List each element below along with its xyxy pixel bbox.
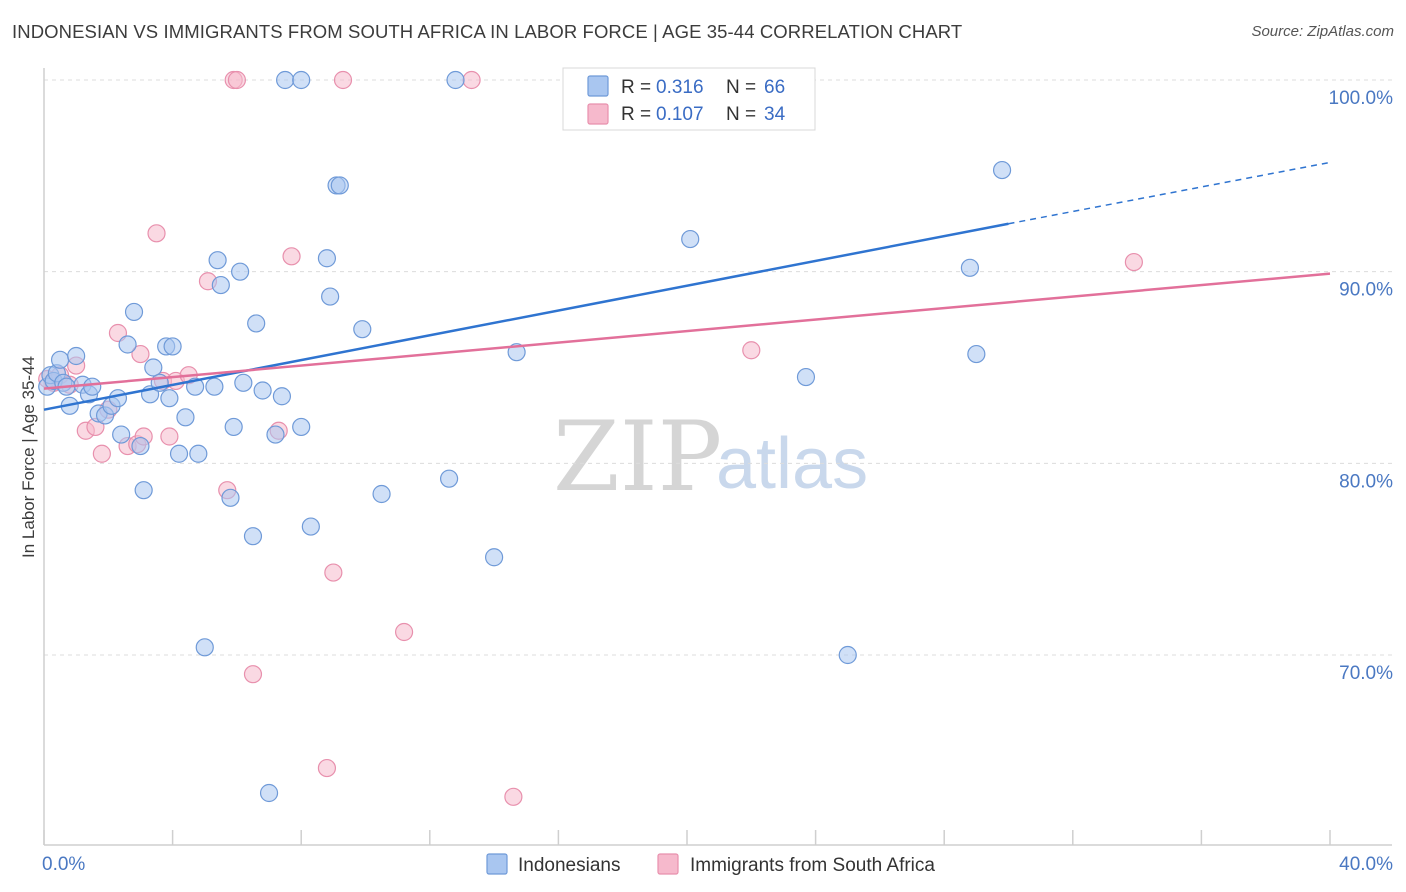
series-legend-swatch-indonesians	[486, 853, 508, 875]
indonesian-point	[372, 484, 391, 504]
series-legend-label-indonesians: Indonesians	[518, 855, 620, 876]
y-tick-labels: 100.0% 90.0% 80.0% 70.0%	[1329, 88, 1394, 684]
legend-n-label-1: N =	[726, 77, 756, 98]
indonesian-point	[992, 160, 1012, 180]
indonesian-point	[160, 389, 179, 408]
y-tick-label: 70.0%	[1339, 663, 1393, 684]
indonesian-point	[353, 320, 372, 339]
south-africa-point	[227, 70, 246, 90]
south-africa-point	[317, 758, 337, 778]
watermark-zip: ZIP	[553, 401, 722, 513]
trend-lines	[43, 161, 1331, 411]
indonesian-point	[266, 425, 285, 444]
indonesian-point	[176, 408, 195, 427]
indonesian-point	[144, 358, 163, 377]
indonesian-point	[485, 548, 504, 567]
indonesian-point	[330, 176, 349, 195]
south-africa-point	[243, 665, 263, 684]
series-legend-swatch-south-africa	[657, 853, 679, 875]
axes	[43, 68, 1392, 846]
indonesian-point	[247, 314, 266, 333]
indonesian-point	[189, 444, 208, 463]
indonesian-point	[134, 481, 153, 500]
indonesian-point	[169, 444, 189, 463]
indonesian-point	[208, 251, 227, 270]
indonesian-point	[118, 335, 137, 354]
south-africa-point	[147, 224, 166, 243]
legend-r-value-1: 0.316	[656, 77, 704, 98]
legend-n-value-2: 34	[764, 104, 786, 125]
stats-legend: R = 0.316 N = 66 R = 0.107 N = 34	[562, 67, 816, 131]
gridlines	[44, 79, 1392, 656]
south-africa-point	[324, 563, 343, 582]
watermark-atlas: atlas	[716, 424, 868, 504]
indonesian-point	[259, 783, 279, 803]
indonesian-point	[292, 70, 311, 90]
x-tick-label: 40.0%	[1339, 854, 1393, 875]
indonesian-point	[446, 70, 465, 90]
indonesian-point	[224, 417, 243, 437]
legend-swatch-blue	[587, 75, 609, 97]
indonesian-point	[838, 645, 857, 665]
south-africa-point	[1124, 252, 1143, 272]
south-africa-point	[394, 622, 414, 642]
indonesian-point	[272, 387, 292, 406]
chart-source: Source: ZipAtlas.com	[1251, 23, 1394, 40]
legend-r-label-1: R =	[621, 77, 651, 98]
legend-n-value-1: 66	[764, 77, 785, 98]
chart-title: INDONESIAN VS IMMIGRANTS FROM SOUTH AFRI…	[12, 21, 963, 42]
south-africa-point	[504, 787, 523, 806]
indonesian-point	[108, 389, 128, 408]
indonesian-point	[234, 373, 253, 392]
indonesian-point	[67, 346, 86, 366]
indonesian-point	[112, 425, 131, 444]
y-tick-label: 90.0%	[1339, 280, 1393, 301]
x-tick-label: 0.0%	[42, 854, 85, 875]
indonesian-point	[231, 262, 250, 281]
south-africa-point	[333, 70, 353, 90]
series-legend: Indonesians Immigrants from South Africa	[486, 853, 935, 876]
south-africa-point	[160, 427, 179, 446]
indonesian-point	[163, 337, 182, 356]
indonesian-point	[211, 275, 230, 295]
legend-r-label-2: R =	[621, 104, 651, 125]
legend-n-label-2: N =	[726, 104, 756, 125]
indonesian-point	[317, 249, 337, 268]
indonesian-point	[195, 638, 214, 657]
south-africa-point	[742, 341, 761, 360]
south-africa-point	[282, 247, 301, 266]
indonesian-point	[292, 417, 311, 437]
indonesians-trend-line	[43, 222, 1009, 411]
legend-swatch-pink	[587, 103, 609, 125]
indonesian-point	[205, 377, 224, 396]
indonesian-point	[967, 344, 986, 364]
legend-r-value-2: 0.107	[656, 104, 704, 125]
indonesian-point	[960, 258, 980, 277]
indonesian-point	[796, 367, 816, 387]
indonesian-point	[253, 381, 272, 400]
indonesian-point	[83, 377, 102, 396]
south-africa-trend-line	[43, 272, 1331, 390]
south-africa-point	[131, 344, 150, 364]
indonesians-trend-extension	[1008, 161, 1331, 225]
indonesian-point	[681, 229, 700, 249]
indonesian-point	[301, 517, 320, 536]
indonesian-point	[439, 469, 459, 488]
x-tick-labels: 0.0% 40.0%	[42, 854, 1393, 875]
series-legend-label-south-africa: Immigrants from South Africa	[690, 855, 935, 876]
indonesian-point	[321, 287, 340, 306]
indonesian-point	[50, 350, 70, 369]
indonesian-point	[124, 302, 144, 322]
indonesian-point	[221, 488, 240, 507]
indonesian-point	[131, 436, 150, 456]
y-tick-label: 80.0%	[1339, 471, 1393, 492]
south-africa-point	[462, 70, 481, 90]
south-africa-point	[92, 444, 111, 463]
y-axis-label: In Labor Force | Age 35-44	[19, 356, 38, 558]
indonesian-point	[276, 70, 295, 90]
indonesian-point	[243, 527, 263, 546]
y-tick-label: 100.0%	[1329, 88, 1394, 109]
